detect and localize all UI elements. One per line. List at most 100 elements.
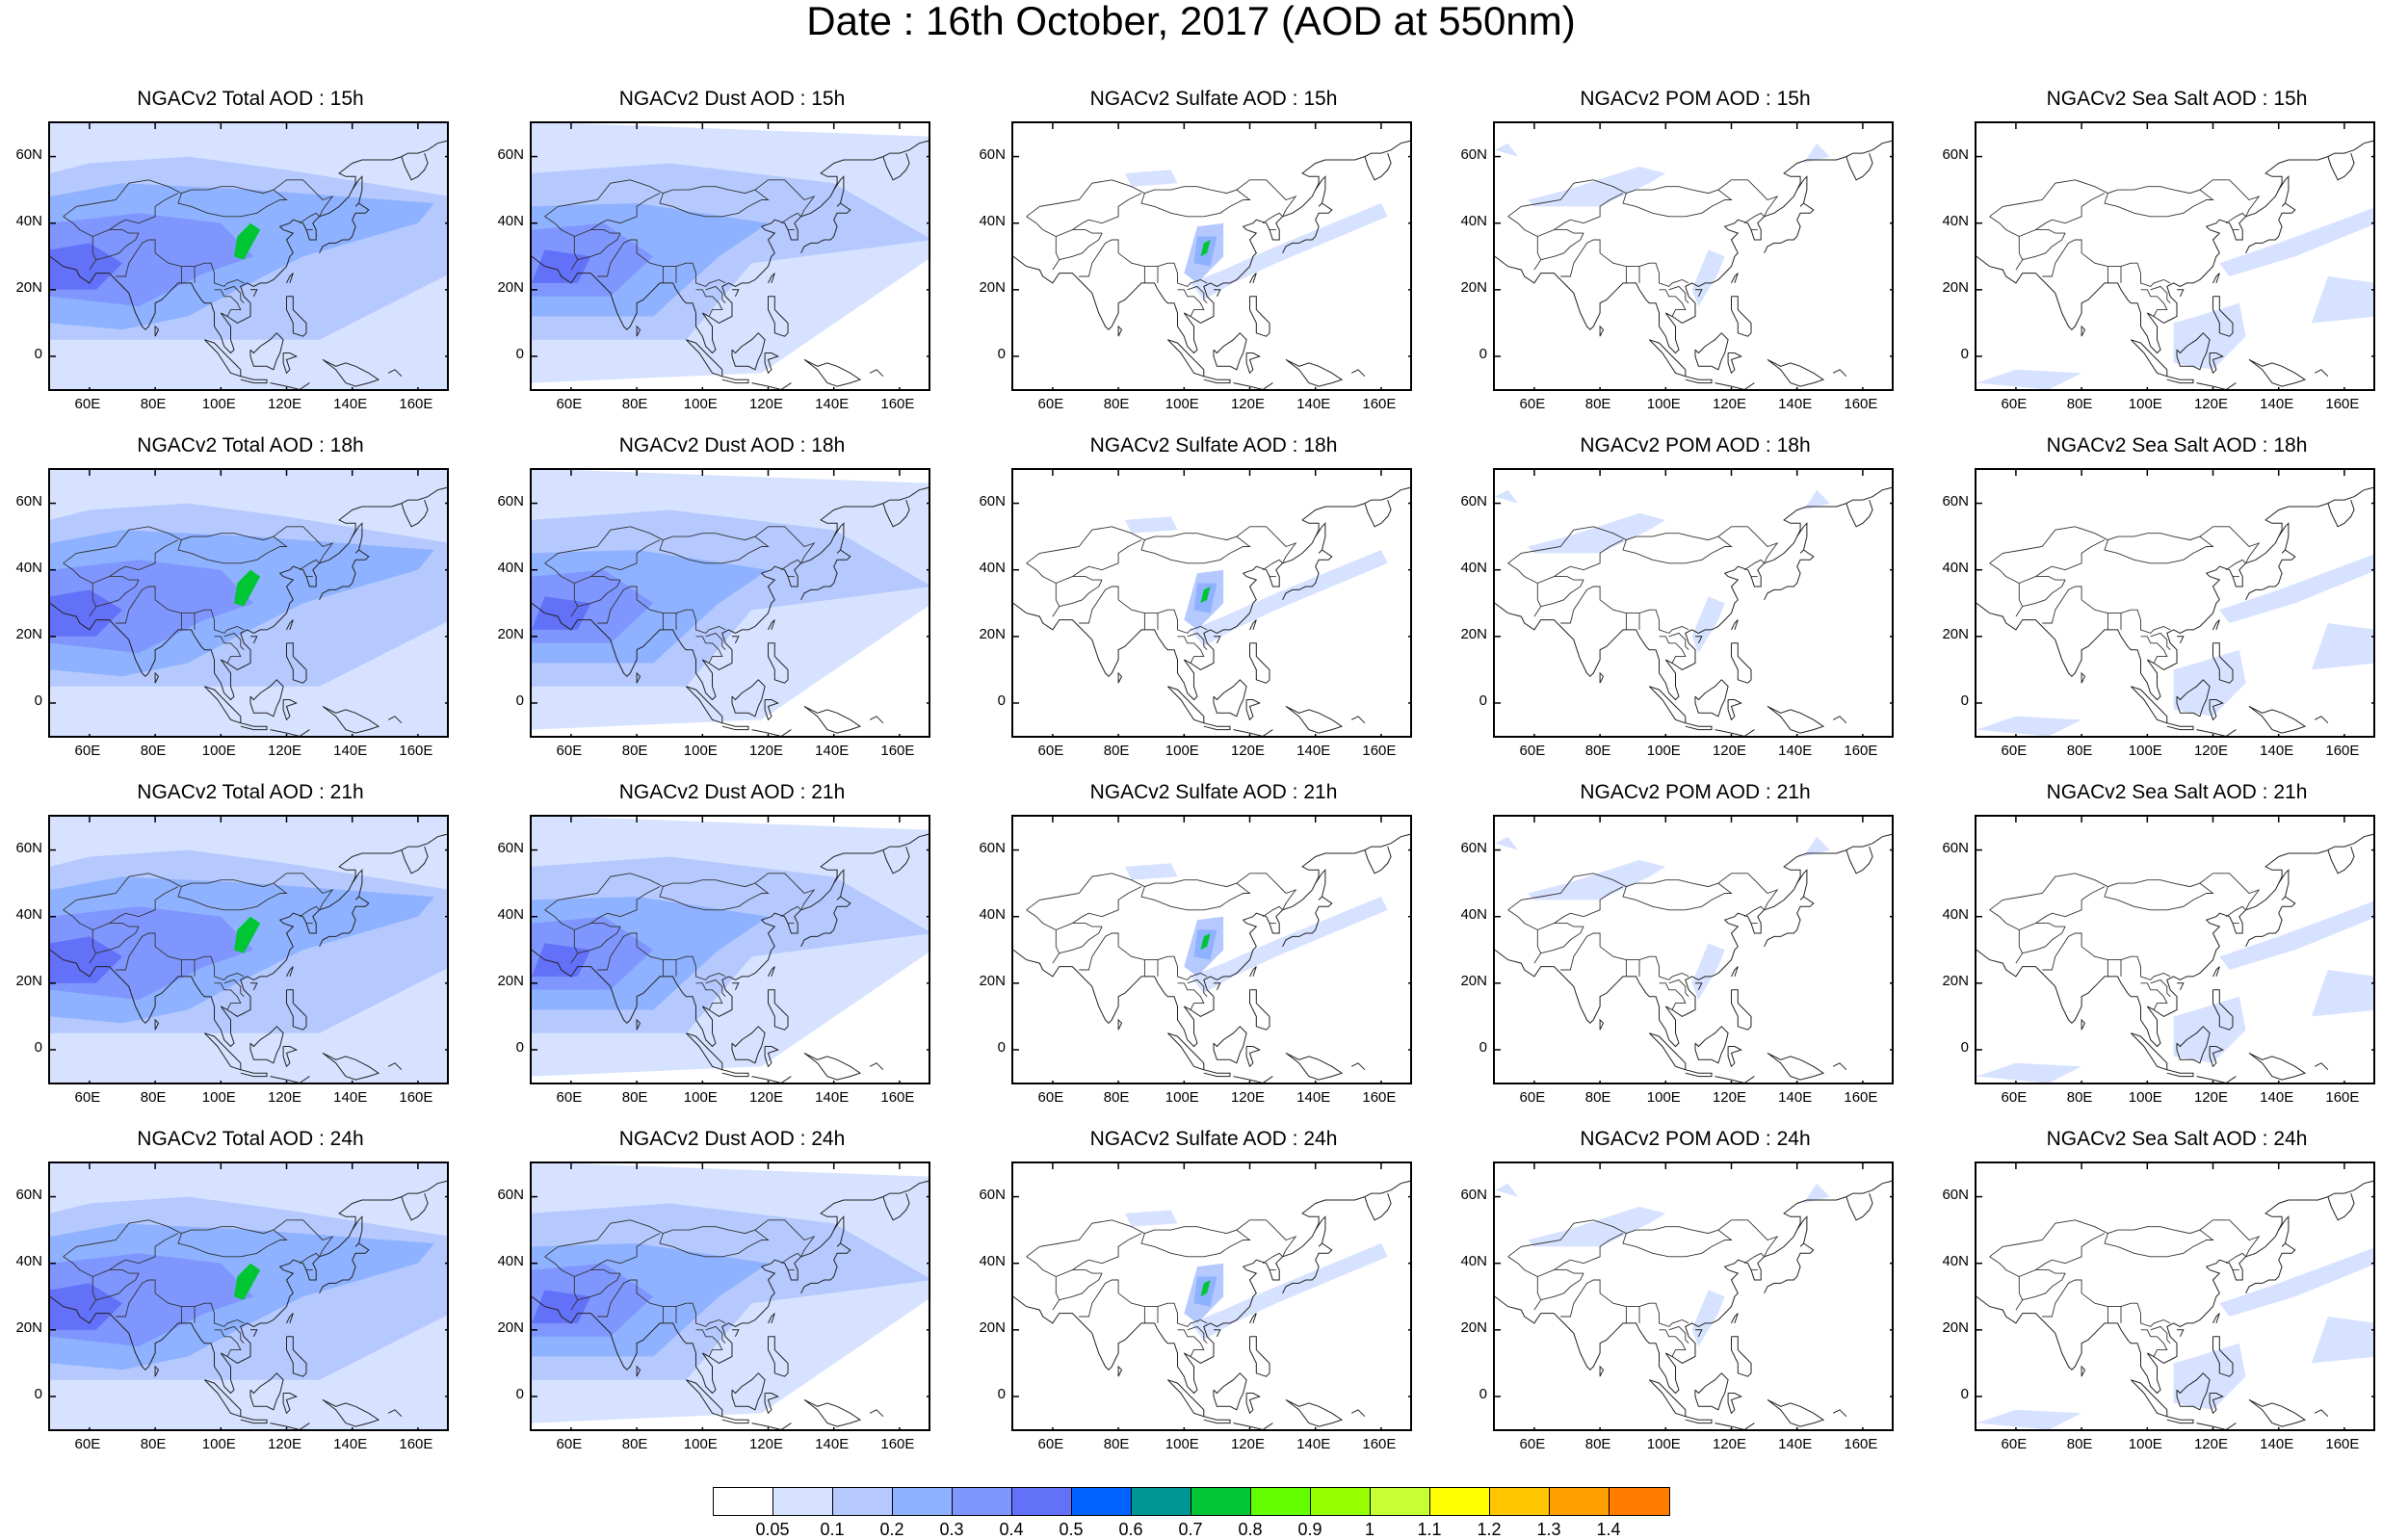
coastline (768, 989, 789, 1031)
lat-tick-label: 20N (1942, 1318, 1969, 1336)
country-border (659, 189, 770, 218)
country-border (705, 632, 726, 651)
coastline (2212, 296, 2234, 337)
coastline (2278, 1215, 2290, 1244)
figure-title: Date : 16th October, 2017 (AOD at 550nm) (806, 0, 1576, 43)
lat-tick-label: 60N (15, 492, 42, 509)
coastline (1715, 1076, 1755, 1083)
coastline (2245, 202, 2296, 254)
lon-tick-label: 100E (201, 396, 236, 412)
lon-tick-label: 60E (1519, 1436, 1546, 1452)
coastline (249, 1026, 284, 1064)
coastline (1695, 636, 1703, 644)
coastline (2212, 273, 2220, 284)
lon-tick-label: 120E (1712, 1089, 1747, 1106)
lat-tick-label: 40N (979, 1252, 1006, 1269)
country-border (574, 1269, 621, 1277)
map-frame (1493, 121, 1894, 391)
coastline (721, 722, 749, 731)
lon-tick-label: 100E (2128, 1436, 2162, 1452)
colorbar-swatch (1012, 1488, 1072, 1515)
aod-shade-region (1124, 516, 1178, 534)
coastline (764, 1046, 779, 1068)
lon-tick-label: 160E (1844, 396, 1878, 412)
coastline (2130, 339, 2168, 378)
country-border (577, 232, 621, 261)
coastline (1845, 846, 1873, 874)
aod-shade-region (2173, 649, 2246, 717)
lon-tick-label: 140E (2260, 396, 2294, 412)
panel-title: NGACv2 Sea Salt AOD : 18h (2046, 434, 2308, 457)
lat-tick-label: 40N (15, 559, 42, 576)
country-border (1989, 562, 2024, 617)
panel-title: NGACv2 Sulfate AOD : 21h (1089, 781, 1338, 803)
country-border (590, 886, 661, 924)
coastline (2212, 966, 2220, 978)
lat-tick-label: 20N (497, 625, 524, 642)
map-panel: NGACv2 Dust AOD : 18h 60N 40N 20N 0 60E 80E 100… (497, 434, 934, 783)
coastline (2177, 982, 2185, 991)
coastline (240, 1416, 268, 1424)
aod-map (50, 470, 447, 736)
coastline (1233, 729, 1273, 736)
country-border (1668, 979, 1689, 998)
lon-tick-label: 80E (140, 743, 167, 759)
map-panel: NGACv2 Total AOD : 18h 60N 40N 20N 0 60E 80E 10… (15, 434, 453, 783)
lon-tick-label: 80E (1584, 396, 1611, 412)
lon-tick-label: 140E (1778, 743, 1813, 759)
country-border (1989, 1256, 2024, 1311)
coastline (803, 358, 862, 387)
country-border (1507, 909, 1542, 964)
coastline (286, 619, 294, 631)
map-panel: NGACv2 POM AOD : 15h 60N 40N 20N 0 60E 80E 100E… (1460, 88, 1898, 436)
aod-shade-region (1124, 863, 1178, 880)
panel-title: NGACv2 Dust AOD : 24h (618, 1128, 846, 1150)
country-border (1507, 179, 1779, 218)
coastline (240, 722, 268, 731)
country-border (299, 212, 320, 224)
coastline (2166, 1416, 2194, 1424)
coastline (2176, 679, 2211, 718)
aod-shade-region (2219, 554, 2373, 623)
country-border (1026, 909, 1060, 964)
coastline (882, 846, 910, 874)
lon-tick-label: 120E (748, 1436, 784, 1452)
country-border (1622, 189, 1733, 218)
country-border (544, 526, 816, 564)
coastline (833, 1215, 845, 1244)
lat-tick-label: 0 (997, 1038, 1006, 1056)
country-border (2140, 982, 2168, 1010)
lat-tick-label: 0 (515, 692, 524, 709)
aod-shade-region (2311, 970, 2373, 1017)
lat-tick-label: 0 (1960, 1385, 1969, 1402)
map-panel: NGACv2 Total AOD : 21h 60N 40N 20N 0 60E 80E 10… (15, 781, 453, 1130)
country-border (574, 576, 621, 584)
coastline (751, 382, 792, 389)
lon-tick-label: 80E (621, 743, 648, 759)
lat-tick-label: 60N (1942, 1186, 1969, 1203)
aod-shade-region (1200, 1280, 1211, 1297)
country-border (574, 923, 621, 930)
map-frame (1975, 468, 2375, 738)
lat-tick-label: 60N (497, 492, 524, 509)
panel-title: NGACv2 Sea Salt AOD : 15h (2046, 88, 2308, 110)
country-border (2022, 926, 2066, 954)
lon-tick-label: 60E (556, 743, 583, 759)
coastline (401, 846, 429, 874)
country-border (63, 179, 334, 218)
country-border (2140, 289, 2168, 317)
aod-shade-region (1191, 550, 1388, 647)
coastline (154, 671, 160, 684)
coastline (322, 358, 380, 387)
coastline (1166, 1379, 1205, 1418)
lon-tick-label: 120E (1230, 1089, 1266, 1106)
country-border (590, 1233, 661, 1270)
lat-tick-label: 40N (1942, 212, 1969, 229)
panel-title: NGACv2 Sulfate AOD : 24h (1089, 1128, 1338, 1150)
country-border (659, 1229, 770, 1258)
aod-shade-region (1124, 170, 1178, 187)
coastline (1013, 833, 1410, 1048)
coastline (1767, 705, 1825, 734)
country-border (1659, 982, 1687, 1010)
country-border (544, 179, 816, 218)
